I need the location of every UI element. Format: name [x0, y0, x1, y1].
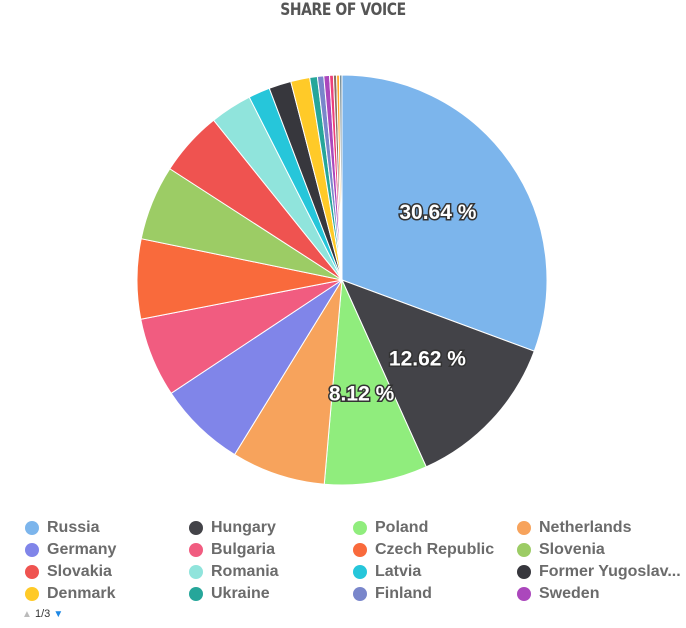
- legend-marker: [25, 543, 39, 557]
- page-indicator: 1/3: [34, 608, 51, 620]
- legend-label: Netherlands: [539, 520, 632, 536]
- chart: 30.64 % 12.62 % 8.12 %: [136, 74, 548, 486]
- page-down-arrow[interactable]: ▼: [53, 609, 64, 620]
- legend-label: Hungary: [211, 520, 276, 536]
- legend-label: Poland: [375, 520, 429, 536]
- data-label: 30.64 %: [399, 201, 476, 224]
- legend-label: Bulgaria: [211, 541, 276, 558]
- legend-marker: [517, 543, 531, 557]
- legend-label: Slovakia: [47, 563, 112, 580]
- legend-pager: ▲ 1/3 ▼: [22, 608, 63, 620]
- legend-label: Slovenia: [539, 541, 605, 558]
- legend-marker: [353, 587, 367, 601]
- legend-marker: [517, 565, 531, 579]
- data-label: 12.62 %: [389, 347, 466, 370]
- legend-marker: [25, 587, 39, 601]
- legend-label: Czech Republic: [375, 541, 495, 558]
- legend-marker: [353, 565, 367, 579]
- legend-marker: [25, 565, 39, 579]
- pie-slice: [323, 278, 427, 486]
- legend-label: Sweden: [539, 585, 600, 602]
- data-label: 8.12 %: [329, 383, 395, 406]
- legend-label: Romania: [211, 563, 279, 580]
- pie-slice: [341, 279, 535, 468]
- legend-marker: [25, 521, 39, 535]
- pie-slice: [338, 74, 343, 281]
- legend-marker: [353, 521, 367, 535]
- page-up-arrow[interactable]: ▲: [22, 609, 32, 620]
- legend-label: Ukraine: [211, 585, 270, 602]
- legend-marker: [189, 521, 203, 535]
- legend-marker: [189, 565, 203, 579]
- legend: Russia Hungary Poland Netherlands Germany Bul…: [0, 520, 686, 606]
- legend-label: Russia: [47, 520, 100, 536]
- legend-label: Latvia: [375, 563, 422, 580]
- legend-marker: [517, 521, 531, 535]
- legend-marker: [189, 587, 203, 601]
- legend-label: Germany: [47, 541, 117, 558]
- legend-marker: [353, 543, 367, 557]
- pie-slice: [341, 74, 548, 352]
- legend-label: Finland: [375, 585, 432, 602]
- legend-marker: [517, 587, 531, 601]
- chart-title: SHARE OF VOICE: [280, 0, 406, 20]
- legend-marker: [189, 543, 203, 557]
- legend-label: Denmark: [47, 585, 116, 602]
- legend-label: Former Yugoslav...: [539, 563, 681, 580]
